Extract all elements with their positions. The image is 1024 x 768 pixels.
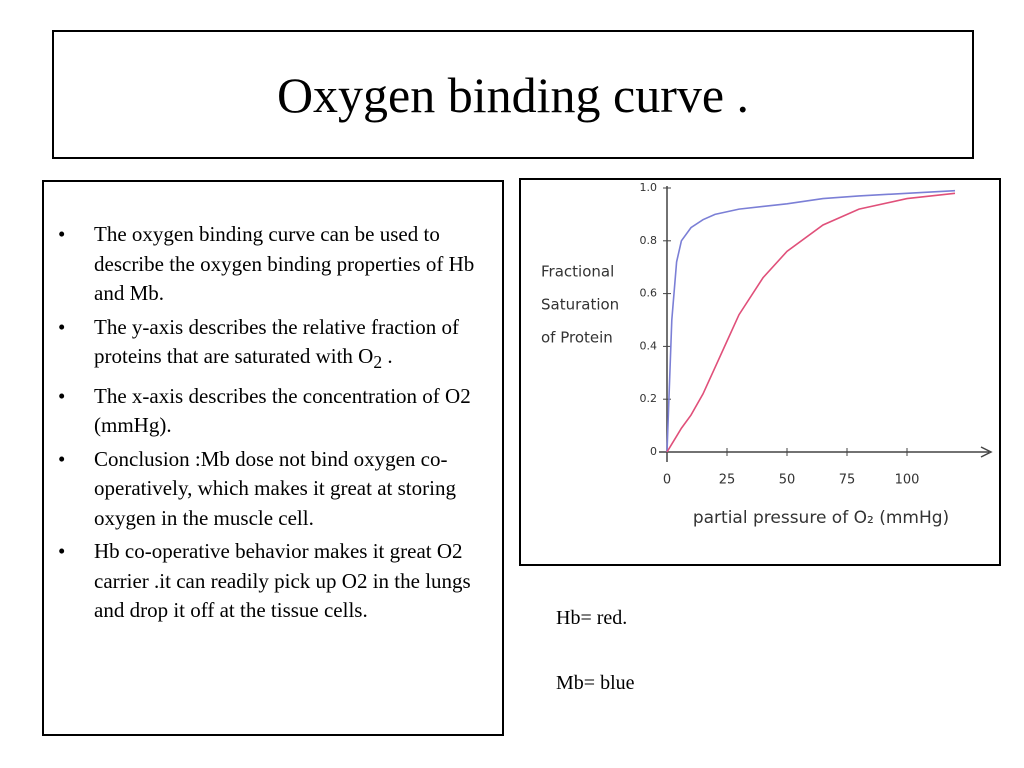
y-axis-label: Saturation (541, 296, 619, 314)
chart-box: 0 0.2 0.4 0.6 0.8 1.0 0 25 50 75 100 Fractional Satu… (519, 178, 1001, 566)
bullet-text: The x-axis describes the concentration o… (94, 383, 471, 438)
note: Mb= blue (556, 672, 635, 694)
bullet: The x-axis describes the concentration o… (58, 382, 494, 441)
slide-title: Oxygen binding curve . (276, 66, 750, 123)
bullet: The oxygen binding curve can be used to … (58, 220, 494, 309)
x-tick-label: 25 (719, 473, 736, 488)
bullet-list: The oxygen binding curve can be used to … (58, 220, 494, 630)
bullet-text: Hb co-operative behavior makes it great … (94, 539, 471, 623)
axis-arrow (980, 446, 993, 458)
x-tick-label: 0 (663, 473, 671, 488)
y-tick-label: 0 (650, 445, 657, 458)
title-box: Oxygen binding curve . (52, 30, 974, 159)
note: Hb= red. (556, 607, 628, 629)
bullet: Conclusion :Mb dose not bind oxygen co-o… (58, 445, 494, 534)
bullet: Hb co-operative behavior makes it great … (58, 537, 494, 626)
y-tick-label: 0.4 (640, 339, 658, 352)
x-tick-label: 50 (779, 473, 796, 488)
x-axis-label: partial pressure of O₂ (mmHg) (693, 508, 949, 528)
bullet: The y-axis describes the relative fracti… (58, 313, 494, 378)
chart: 0 0.2 0.4 0.6 0.8 1.0 0 25 50 75 100 Fractional Satu… (541, 181, 993, 528)
subscript: 2 (373, 352, 383, 373)
y-tick-label: 0.8 (640, 234, 658, 247)
y-tick-label: 0.2 (640, 392, 658, 405)
bullet-box: The oxygen binding curve can be used to … (42, 180, 504, 736)
y-tick-label: 1.0 (640, 181, 658, 194)
x-tick-label: 75 (839, 473, 856, 488)
bullet-text: . (382, 344, 393, 368)
curve (666, 189, 956, 453)
curve (666, 192, 956, 453)
y-tick-label: 0.6 (640, 287, 658, 300)
y-axis-label: of Protein (541, 329, 613, 347)
bullet-text: The y-axis describes the relative fracti… (94, 314, 460, 369)
y-axis-label: Fractional (541, 263, 614, 281)
x-tick-label: 100 (895, 473, 920, 488)
bullet-text: The oxygen binding curve can be used to … (94, 222, 475, 305)
bullet-text: Conclusion :Mb dose not bind oxygen co-o… (94, 446, 456, 530)
